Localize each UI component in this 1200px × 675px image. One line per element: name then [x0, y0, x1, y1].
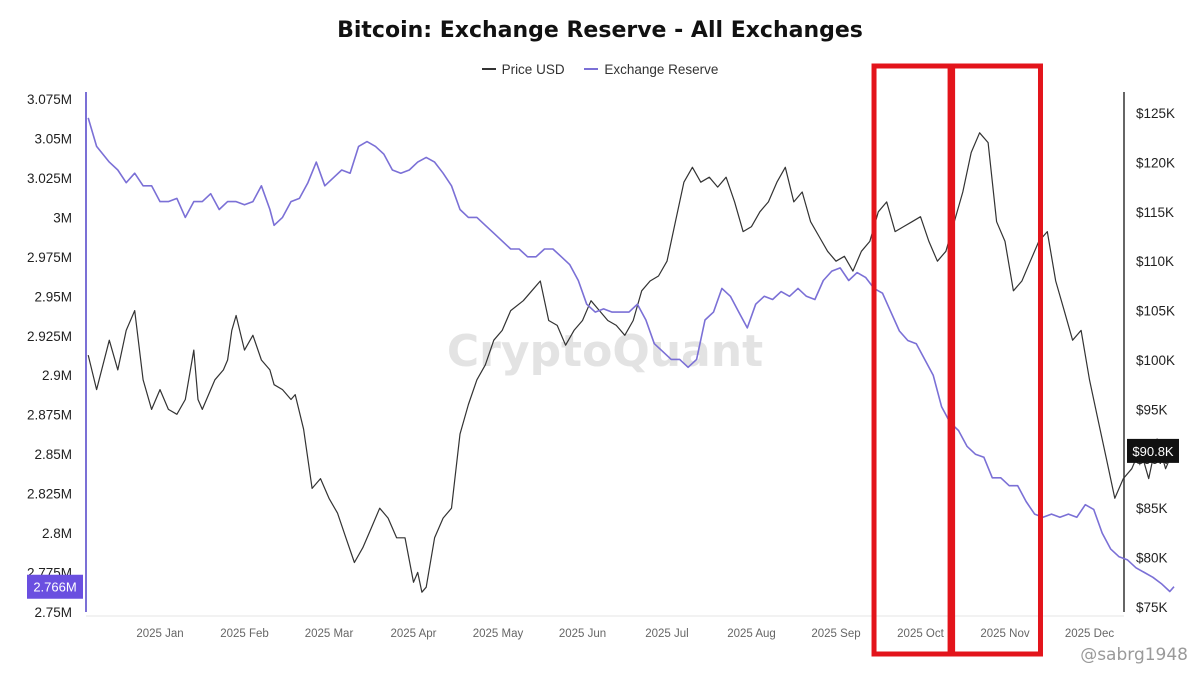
left-current-badge: [27, 574, 83, 599]
legend-label-price: Price USD: [501, 61, 565, 77]
right-current-label: $90.8K: [1132, 444, 1174, 459]
x-tick-label: 2025 Jul: [645, 628, 688, 640]
right-tick-label: $105K: [1136, 304, 1175, 319]
right-tick-label: $125K: [1136, 106, 1175, 121]
left-tick-label: 2.825M: [27, 487, 72, 502]
legend-swatch-reserve: [584, 68, 599, 70]
x-tick-label: 2025 Apr: [390, 628, 436, 640]
left-tick-label: 2.925M: [27, 329, 72, 344]
x-tick-label: 2025 Mar: [305, 628, 354, 640]
x-tick-label: 2025 Jun: [559, 628, 606, 640]
right-current-badge: [1127, 438, 1179, 463]
highlight-box-1: [871, 63, 953, 657]
legend: Price USD Exchange Reserve: [0, 58, 1200, 77]
left-tick-label: 2.9M: [42, 368, 72, 383]
x-tick-label: 2025 Aug: [727, 628, 776, 640]
left-tick-label: 3.075M: [27, 92, 72, 107]
highlight-box-2: [950, 63, 1043, 657]
right-tick-label: $110K: [1136, 254, 1174, 269]
series-line-price: [87, 132, 1175, 593]
x-tick-label: 2025 Feb: [220, 628, 269, 640]
left-tick-label: 2.75M: [34, 605, 72, 620]
chart-title: Bitcoin: Exchange Reserve - All Exchange…: [337, 18, 863, 43]
right-tick-label: $80K: [1136, 551, 1168, 566]
legend-swatch-price: [481, 68, 496, 70]
left-tick-label: 2.8M: [42, 526, 72, 541]
legend-item-reserve[interactable]: Exchange Reserve: [584, 62, 718, 77]
left-tick-label: 2.975M: [27, 250, 72, 265]
x-tick-label: 2025 Nov: [980, 628, 1029, 640]
x-axis: 2025 Jan 2025 Feb 2025 Mar 2025 Apr 2025 May…: [86, 615, 1124, 640]
right-tick-label: $95K: [1136, 402, 1168, 417]
left-tick-label: 2.875M: [27, 408, 72, 423]
right-tick-label: $85K: [1136, 501, 1168, 516]
watermark-text: CryptoQuant: [447, 326, 763, 377]
left-axis: 3.075M 3.05M 3.025M 3M 2.975M 2.95M 2.925M 2.9M…: [27, 92, 87, 620]
x-tick-label: 2025 Dec: [1065, 628, 1114, 640]
left-tick-label: 2.85M: [34, 447, 72, 462]
right-tick-label: $100K: [1136, 353, 1175, 368]
left-tick-label: 3.05M: [34, 131, 72, 146]
left-tick-label: 3M: [53, 210, 72, 225]
right-axis: $125K$120K$115K$110K$105K$100K$95K$90K$8…: [1123, 92, 1175, 615]
legend-item-price[interactable]: Price USD: [481, 61, 565, 77]
value-badges: 2.766M $90.8K: [27, 438, 1179, 599]
x-tick-label: 2025 May: [473, 628, 524, 640]
right-tick-label: $120K: [1136, 155, 1175, 170]
series-group: [87, 117, 1175, 593]
x-tick-label: 2025 Sep: [811, 628, 860, 640]
series-line-reserve: [87, 117, 1175, 593]
left-tick-label: 3.025M: [27, 171, 72, 186]
legend-label-reserve: Exchange Reserve: [604, 61, 719, 77]
x-tick-label: 2025 Oct: [897, 628, 944, 640]
left-tick-label: 2.95M: [34, 289, 72, 304]
footer-watermark: @sabrg1948: [1080, 645, 1188, 665]
right-tick-label: $115K: [1136, 205, 1174, 220]
left-current-label: 2.766M: [33, 580, 76, 595]
x-tick-label: 2025 Jan: [136, 628, 183, 640]
right-tick-label: $75K: [1136, 600, 1168, 615]
highlight-boxes: [871, 63, 1043, 657]
